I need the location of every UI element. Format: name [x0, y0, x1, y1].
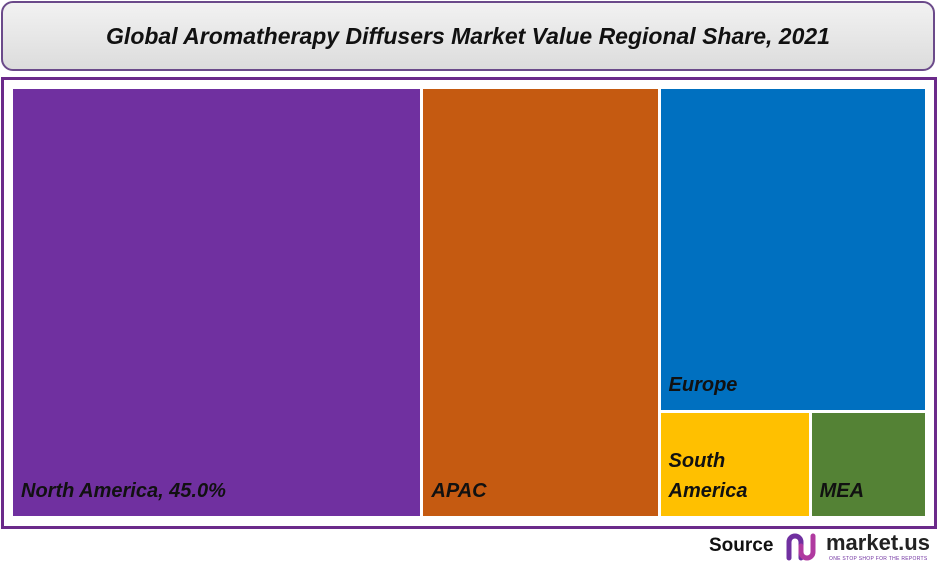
tile: MEA — [811, 412, 925, 516]
tile: Europe — [660, 89, 925, 410]
tile-label: MEA — [819, 479, 865, 502]
tile-label: North America, 45.0% — [21, 480, 226, 502]
brand: market.us — [826, 530, 930, 555]
tile-label: South America — [668, 449, 748, 502]
logo — [786, 533, 816, 561]
tagline: ONE STOP SHOP FOR THE REPORTS — [829, 556, 928, 562]
tile: North America, 45.0% — [13, 89, 421, 516]
chart-frame — [1, 77, 937, 529]
chart-title: Global Aromatherapy Diffusers Market Val… — [1, 1, 935, 71]
tile: South America — [660, 412, 809, 516]
treemap: North America, 45.0% APAC Europe South Amer… — [13, 89, 925, 516]
tile-label: Europe — [668, 373, 738, 396]
source-label: Source — [709, 535, 774, 556]
tile-label: APAC — [431, 480, 487, 502]
tile: APAC — [423, 89, 658, 516]
